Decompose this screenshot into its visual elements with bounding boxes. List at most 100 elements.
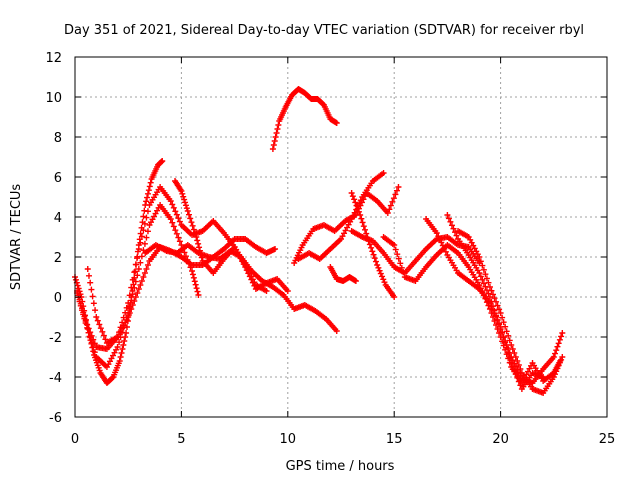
data-point xyxy=(512,363,519,370)
series-arc-7 xyxy=(269,86,340,152)
data-point xyxy=(509,346,516,352)
data-point xyxy=(482,271,489,278)
data-point xyxy=(91,340,98,347)
data-point xyxy=(372,258,379,265)
data-point xyxy=(77,302,84,309)
data-point xyxy=(102,336,109,343)
data-point xyxy=(397,260,404,267)
y-tick-label: -6 xyxy=(49,411,62,426)
data-point xyxy=(333,328,340,334)
data-point xyxy=(114,344,121,350)
series-arc-15 xyxy=(444,212,566,386)
data-point xyxy=(193,285,200,292)
data-point xyxy=(506,337,513,344)
data-point xyxy=(273,130,280,136)
data-point xyxy=(129,302,136,308)
data-point xyxy=(173,211,180,218)
data-point xyxy=(354,205,361,212)
data-point xyxy=(175,215,182,222)
data-point xyxy=(374,262,381,268)
data-point xyxy=(143,234,150,241)
data-point xyxy=(118,350,125,356)
data-point xyxy=(500,319,507,326)
data-point xyxy=(390,195,397,202)
data-point xyxy=(128,306,135,312)
data-point xyxy=(251,282,258,289)
data-point xyxy=(491,295,498,302)
data-point xyxy=(147,179,154,186)
data-point xyxy=(138,253,145,260)
data-point xyxy=(97,325,104,332)
data-point xyxy=(494,302,501,309)
data-point xyxy=(493,298,500,305)
data-point xyxy=(480,266,487,273)
data-point xyxy=(559,354,566,360)
series-arc-1 xyxy=(72,158,166,386)
data-point xyxy=(550,354,557,360)
data-point xyxy=(144,262,151,268)
chart-title: Day 351 of 2021, Sidereal Day-to-day VTE… xyxy=(64,23,584,38)
data-point xyxy=(131,269,138,276)
data-point xyxy=(144,208,151,215)
data-point xyxy=(248,276,255,283)
data-point xyxy=(395,184,402,190)
data-point xyxy=(349,193,356,200)
data-point xyxy=(116,358,123,364)
series-arc-11 xyxy=(348,190,398,300)
data-point xyxy=(190,274,197,281)
data-point xyxy=(500,334,507,340)
data-point xyxy=(138,233,145,240)
data-point xyxy=(179,190,186,197)
data-point xyxy=(121,338,128,344)
data-point xyxy=(363,230,370,237)
data-point xyxy=(433,230,440,236)
data-point xyxy=(85,329,92,336)
data-point xyxy=(88,339,95,346)
data-point xyxy=(141,270,148,276)
data-point xyxy=(176,238,183,245)
data-point xyxy=(85,272,92,279)
data-point xyxy=(284,288,291,294)
data-point xyxy=(137,239,144,246)
data-point xyxy=(269,146,276,152)
data-point xyxy=(479,262,486,269)
data-point xyxy=(362,226,369,233)
data-point xyxy=(444,212,451,218)
data-point xyxy=(170,223,177,230)
data-point xyxy=(167,198,174,204)
data-point xyxy=(515,378,522,385)
series-arc-3 xyxy=(74,202,202,370)
data-point xyxy=(129,276,136,283)
data-point xyxy=(392,246,399,253)
data-point xyxy=(357,212,364,218)
data-point xyxy=(116,339,123,346)
data-point xyxy=(144,190,151,197)
data-point xyxy=(76,298,83,305)
data-point xyxy=(554,343,561,350)
data-point xyxy=(167,216,174,222)
x-tick-label: 20 xyxy=(492,432,509,447)
data-point xyxy=(180,193,187,200)
data-point xyxy=(438,239,445,246)
data-point xyxy=(359,219,366,226)
y-tick-label: 10 xyxy=(45,91,62,106)
data-point xyxy=(189,271,196,278)
data-point xyxy=(172,227,179,234)
data-point xyxy=(192,281,199,288)
data-point xyxy=(126,292,133,299)
data-point xyxy=(389,198,396,205)
data-point xyxy=(195,292,202,298)
data-point xyxy=(120,342,127,348)
data-point xyxy=(476,254,483,260)
data-point xyxy=(398,264,405,271)
data-point xyxy=(483,275,490,282)
data-point xyxy=(109,374,116,381)
data-point xyxy=(117,354,124,360)
data-point xyxy=(512,354,519,360)
data-point xyxy=(140,274,147,280)
data-point xyxy=(441,245,448,252)
grid-lines xyxy=(75,57,607,417)
data-point xyxy=(436,236,443,243)
data-point xyxy=(509,357,516,364)
data-point xyxy=(503,328,510,335)
